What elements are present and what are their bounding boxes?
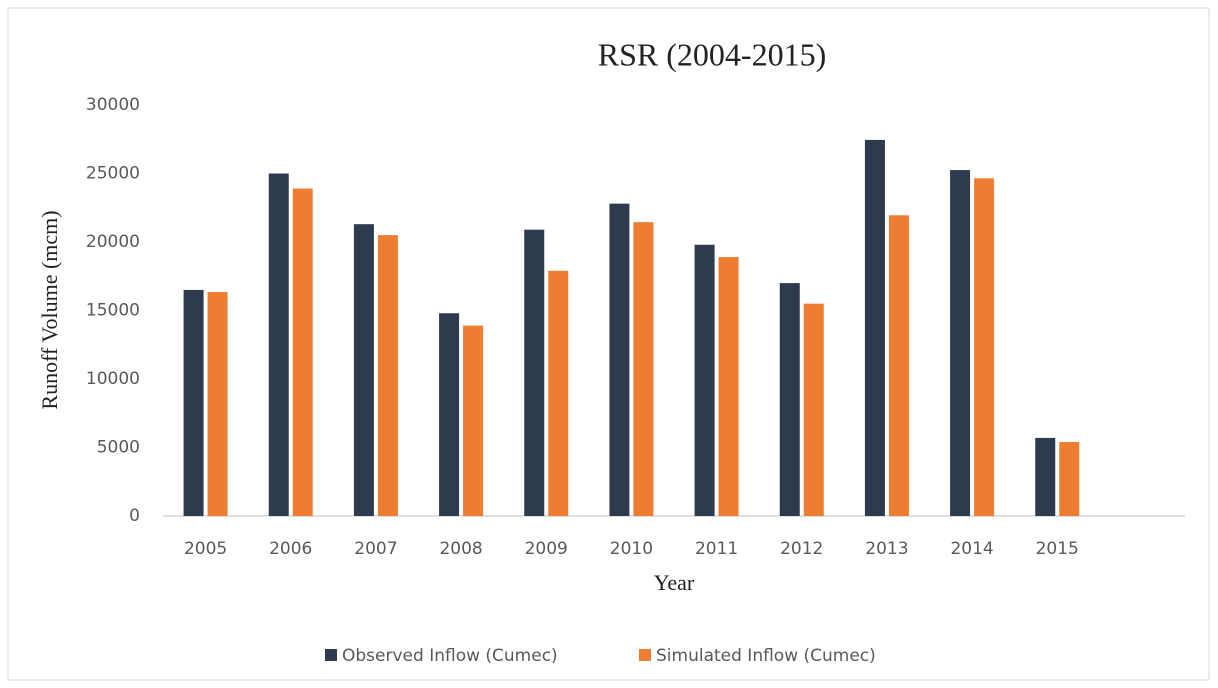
bar (183, 289, 204, 516)
x-tick-label: 2007 (354, 539, 397, 559)
y-tick-label: 5000 (97, 438, 140, 458)
bar (779, 283, 800, 516)
x-tick-label: 2010 (610, 539, 653, 559)
legend-label: Observed Inflow (Cumec) (342, 646, 558, 666)
bar (439, 313, 460, 516)
x-tick-label: 2014 (950, 539, 993, 559)
x-tick-label: 2011 (695, 539, 738, 559)
bar (292, 188, 313, 516)
bar (864, 139, 885, 516)
x-tick-label: 2012 (780, 539, 823, 559)
bar (803, 303, 824, 516)
x-tick-label: 2013 (865, 539, 908, 559)
bar (609, 203, 630, 516)
bar (718, 257, 739, 516)
bar (974, 178, 995, 517)
bar (377, 235, 398, 516)
x-axis-label: Year (654, 570, 695, 595)
bar (207, 292, 228, 516)
bar (950, 170, 971, 516)
bar (268, 173, 289, 516)
legend-label: Simulated Inflow (Cumec) (656, 646, 876, 666)
bar (633, 222, 654, 516)
x-tick-label: 2008 (439, 539, 482, 559)
y-tick-label: 20000 (86, 232, 140, 252)
bar (353, 224, 374, 516)
y-axis-label: Runoff Volume (mcm) (37, 210, 62, 409)
bar (694, 244, 715, 517)
x-tick-label: 2015 (1036, 539, 1079, 559)
x-tick-label: 2009 (525, 539, 568, 559)
bar (1059, 442, 1080, 516)
chart-title: RSR (2004-2015) (598, 36, 826, 72)
bar (463, 325, 484, 516)
legend-swatch (325, 649, 337, 661)
x-tick-label: 2006 (269, 539, 312, 559)
legend-swatch (639, 649, 651, 661)
bar (888, 215, 909, 516)
y-tick-label: 25000 (86, 164, 140, 184)
x-tick-label: 2005 (184, 539, 227, 559)
y-tick-label: 15000 (86, 301, 140, 321)
bar (1035, 437, 1056, 516)
y-tick-label: 0 (129, 506, 140, 526)
y-tick-label: 10000 (86, 369, 140, 389)
y-tick-label: 30000 (86, 95, 140, 115)
bar (524, 229, 545, 517)
bar (548, 270, 569, 516)
